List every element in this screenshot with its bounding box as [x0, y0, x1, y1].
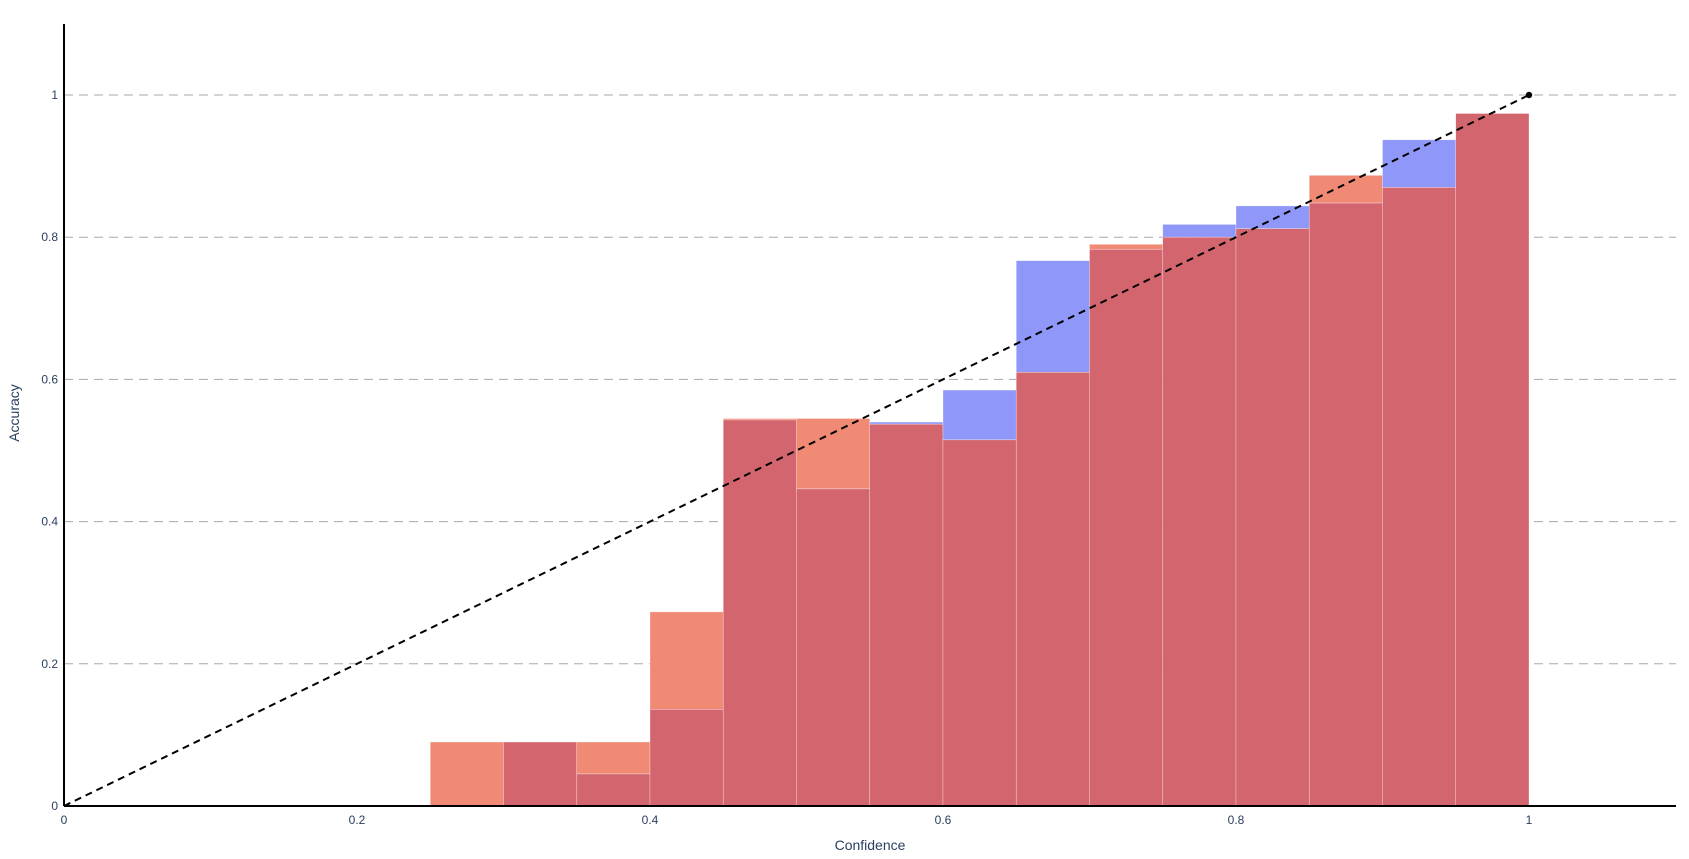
bar-series-1-excess: [869, 421, 944, 425]
bar-overlap: [1089, 248, 1164, 807]
bar-overlap: [942, 439, 1017, 807]
y-tick-label: 1: [51, 88, 58, 102]
bar-overlap: [1455, 113, 1530, 807]
x-tick-label: 1: [1526, 813, 1533, 827]
bar-series-1-excess: [1015, 260, 1090, 373]
x-axis-title: Confidence: [835, 837, 906, 853]
x-tick-label: 0: [61, 813, 68, 827]
axes: [63, 24, 1676, 807]
bar-overlap: [576, 773, 651, 807]
y-axis-title: Accuracy: [6, 384, 22, 442]
y-tick-label: 0.4: [41, 515, 58, 529]
bar-series-1-excess: [1162, 224, 1237, 238]
x-tick-label: 0.8: [1228, 813, 1245, 827]
y-tick-label: 0.8: [41, 230, 58, 244]
bar-series-1-excess: [942, 389, 1017, 441]
bar-series-2-excess: [1089, 244, 1164, 250]
x-tick-labels: 0 0.2 0.4 0.6 0.8 1: [61, 813, 1533, 827]
x-tick-label: 0.6: [935, 813, 952, 827]
x-tick-label: 0.4: [642, 813, 659, 827]
bar-overlap: [1382, 187, 1457, 807]
bar-series-2-excess: [429, 741, 504, 807]
bar-overlap: [1235, 228, 1310, 807]
reference-diagonal: [63, 94, 1530, 807]
bar-overlap: [1015, 371, 1090, 807]
bar-series-2-excess: [796, 418, 871, 490]
bar-series-1-excess: [1235, 205, 1310, 229]
bars: [429, 113, 1530, 807]
bar-overlap: [1162, 236, 1237, 807]
x-tick-label: 0.2: [349, 813, 366, 827]
reference-endpoint: [1525, 91, 1533, 99]
bar-overlap: [649, 709, 724, 807]
y-tick-labels: 0 0.2 0.4 0.6 0.8 1: [41, 88, 58, 813]
bar-series-2-excess: [576, 741, 651, 775]
bar-overlap: [869, 423, 944, 807]
bar-overlap: [722, 419, 797, 807]
bar-series-2-excess: [1308, 175, 1383, 204]
bar-overlap: [503, 741, 578, 807]
bar-overlap: [1308, 202, 1383, 807]
y-tick-label: 0.2: [41, 657, 58, 671]
y-tick-label: 0.6: [41, 372, 58, 386]
reference-line: [63, 91, 1533, 807]
bar-overlap: [796, 488, 871, 807]
y-tick-label: 0: [51, 799, 58, 813]
bar-series-1-excess: [1382, 139, 1457, 188]
bar-series-2-excess: [649, 611, 724, 710]
